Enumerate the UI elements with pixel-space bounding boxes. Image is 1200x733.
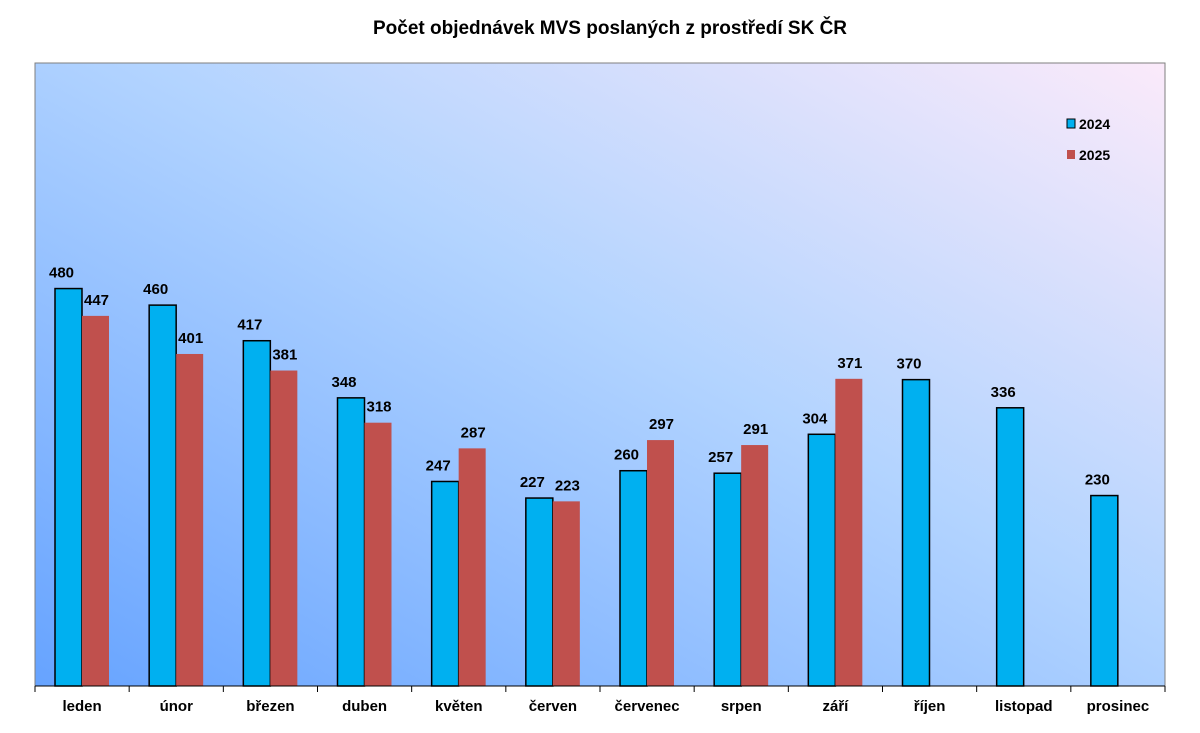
legend-label-2025: 2025 (1079, 147, 1110, 163)
bar-2024-červen (525, 497, 554, 687)
data-label-2024-duben: 348 (331, 374, 356, 391)
x-tick-label-únor: únor (160, 698, 193, 715)
x-tick-label-listopad: listopad (995, 698, 1053, 715)
bar-2025-červen (552, 501, 580, 686)
bar-2024-srpen (713, 472, 742, 687)
x-tick-label-červenec: červenec (615, 698, 680, 715)
data-label-2024-srpen: 257 (708, 449, 733, 466)
bar-2025-duben (364, 422, 392, 686)
bar-2024-prosinec (1090, 494, 1119, 687)
bar-2025-září (835, 378, 863, 686)
bar-2024-květen (430, 480, 460, 687)
data-label-2024-leden: 480 (49, 265, 74, 282)
legend-swatch-2024 (1066, 118, 1076, 129)
bar-2025-březen (270, 370, 298, 686)
x-tick-label-duben: duben (342, 698, 387, 715)
bar-2025-leden (82, 315, 109, 686)
bar-2024-únor (148, 304, 177, 687)
data-label-2024-listopad: 336 (991, 384, 1016, 401)
x-tick-label-prosinec: prosinec (1087, 698, 1150, 715)
x-tick-label-březen: březen (246, 698, 294, 715)
x-tick-label-září: září (822, 698, 849, 715)
data-label-2025-leden: 447 (84, 292, 109, 309)
data-label-2025-květen: 287 (461, 424, 486, 441)
bar-2024-září (807, 433, 837, 687)
data-label-2024-březen: 417 (237, 317, 262, 334)
data-label-2024-říjen: 370 (896, 356, 921, 373)
x-tick-label-květen: květen (435, 698, 483, 715)
plot-area (34, 62, 1166, 687)
bar-2025-květen (458, 448, 486, 686)
bar-2024-říjen (901, 378, 931, 687)
data-label-2025-červen: 223 (555, 477, 580, 494)
chart-title: Počet objednávek MVS poslaných z prostře… (372, 18, 848, 39)
data-label-2025-září: 371 (837, 355, 862, 372)
bar-2025-únor (176, 353, 204, 686)
x-tick-label-leden: leden (62, 698, 101, 715)
data-label-2025-červenec: 297 (649, 416, 674, 433)
bar-2024-duben (336, 397, 366, 687)
legend-swatch-2025 (1067, 150, 1075, 159)
data-label-2024-září: 304 (802, 410, 828, 427)
bar-2024-listopad (995, 407, 1025, 687)
data-label-2024-prosinec: 230 (1085, 472, 1110, 489)
data-label-2024-květen: 247 (426, 457, 451, 474)
bar-2024-březen (242, 339, 272, 687)
data-label-2025-únor: 401 (178, 330, 203, 347)
data-label-2025-duben: 318 (366, 399, 391, 416)
bar-2024-leden (54, 287, 83, 687)
x-tick-label-srpen: srpen (721, 698, 762, 715)
legend-label-2024: 2024 (1079, 116, 1110, 132)
data-label-2025-srpen: 291 (743, 421, 768, 438)
bar-2025-červenec (647, 440, 674, 686)
bar-2024-červenec (619, 469, 648, 687)
data-label-2024-únor: 460 (143, 281, 168, 298)
x-tick-label-říjen: říjen (914, 698, 946, 715)
data-label-2024-červenec: 260 (614, 447, 639, 464)
data-label-2024-červen: 227 (520, 474, 545, 491)
x-tick-label-červen: červen (529, 698, 577, 715)
data-label-2025-březen: 381 (272, 347, 297, 364)
bar-2025-srpen (741, 445, 769, 686)
